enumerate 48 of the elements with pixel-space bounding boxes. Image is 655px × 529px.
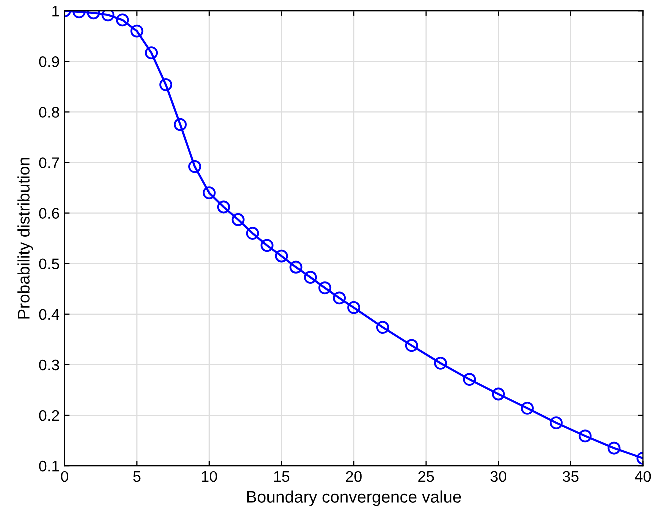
y-tick-label: 0.5 [39, 258, 60, 270]
x-tick-label: 15 [274, 471, 290, 482]
point [232, 213, 245, 226]
point [578, 430, 592, 443]
point [102, 11, 115, 22]
y-tick-label: 0.9 [39, 56, 60, 68]
y-tick-label: 0.3 [39, 360, 60, 371]
y-tick-label: 0.4 [39, 309, 60, 320]
y-tick-label: 0.1 [39, 460, 60, 472]
x-tick-label: 10 [202, 471, 218, 482]
point [130, 24, 144, 38]
point [202, 186, 216, 200]
point [246, 227, 260, 240]
point [188, 160, 202, 174]
point [405, 339, 418, 352]
y-tick-label: 0.7 [39, 158, 60, 168]
point [521, 402, 534, 415]
point [275, 250, 288, 263]
x-tick-label: 35 [563, 471, 579, 482]
point [116, 14, 130, 27]
x-tick-label: 30 [490, 471, 507, 482]
point [260, 239, 274, 252]
x-tick-label: 0 [61, 471, 68, 482]
point [376, 321, 390, 334]
y-axis-title: Probability distribution [18, 158, 34, 319]
y-tick-label: 1 [52, 6, 60, 17]
point [145, 46, 158, 60]
y-tick-label: 0.2 [39, 410, 60, 422]
x-tick-label: 25 [418, 471, 434, 482]
point [434, 356, 448, 370]
y-tick-label: 0.6 [39, 208, 60, 219]
point [608, 442, 621, 455]
point [160, 78, 173, 92]
point [550, 416, 563, 430]
point [348, 301, 360, 314]
y-tick-label: 0.8 [39, 107, 60, 118]
point [318, 282, 332, 295]
x-tick-label: 5 [134, 471, 141, 482]
x-tick-label: 40 [635, 471, 652, 482]
x-axis-title: Boundary convergence value [247, 490, 462, 506]
point [463, 373, 476, 386]
point [217, 200, 230, 214]
point [333, 292, 346, 305]
point [290, 260, 303, 274]
point [492, 388, 506, 401]
point [304, 271, 318, 284]
point [174, 118, 187, 132]
x-tick-label: 20 [346, 471, 362, 482]
